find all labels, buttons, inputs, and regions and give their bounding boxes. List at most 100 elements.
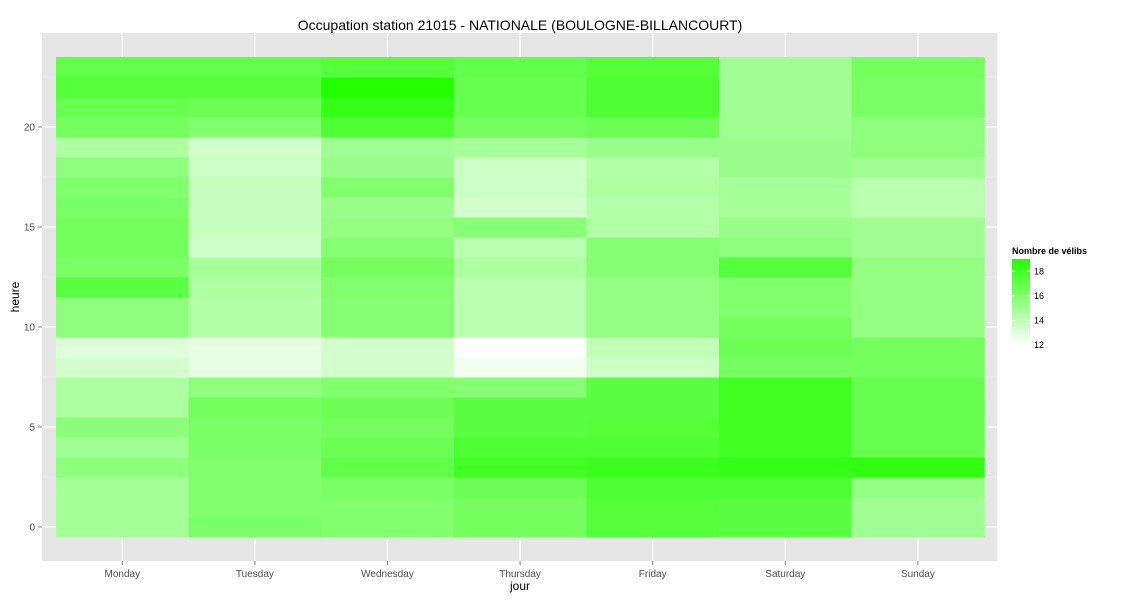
heatmap-cell	[586, 457, 720, 478]
heatmap-cell	[719, 357, 853, 378]
heatmap-cell	[719, 137, 853, 158]
heatmap-cell	[719, 377, 853, 398]
x-tick-label: Thursday	[499, 569, 541, 580]
heatmap-cell	[56, 277, 190, 298]
heatmap-cell	[56, 357, 190, 378]
heatmap-cell	[321, 217, 455, 238]
heatmap-cell	[321, 317, 455, 338]
heatmap-cell	[321, 297, 455, 318]
heatmap-cell	[719, 277, 853, 298]
heatmap-cell	[56, 57, 190, 78]
legend: Nombre de vélibs 12 14 16 18	[1012, 246, 1087, 350]
heatmap-cell	[321, 517, 455, 538]
heatmap-cell	[56, 197, 190, 218]
heatmap-cell	[453, 217, 587, 238]
heatmap-cell	[851, 477, 985, 498]
x-tick-label: Friday	[639, 569, 667, 580]
x-tick-label: Wednesday	[361, 569, 414, 580]
chart-title: Occupation station 21015 - NATIONALE (BO…	[298, 17, 743, 33]
heatmap-cell	[453, 457, 587, 478]
heatmap-cell	[188, 517, 322, 538]
heatmap-cell	[321, 477, 455, 498]
heatmap-cell	[453, 257, 587, 278]
legend-tick-label: 12	[1034, 340, 1044, 350]
x-axis-label: jour	[509, 579, 530, 593]
heatmap-cell	[851, 217, 985, 238]
heatmap-cell	[851, 157, 985, 178]
heatmap-cell	[453, 377, 587, 398]
heatmap-cell	[56, 77, 190, 98]
heatmap-cell	[586, 397, 720, 418]
heatmap-cell	[188, 297, 322, 318]
heatmap-cell	[851, 97, 985, 118]
heatmap-cell	[719, 77, 853, 98]
heatmap-cell	[719, 97, 853, 118]
heatmap-cell	[586, 477, 720, 498]
legend-tick-label: 18	[1034, 266, 1044, 276]
heatmap-cell	[851, 197, 985, 218]
heatmap-cell	[851, 137, 985, 158]
x-tick-label: Tuesday	[236, 569, 274, 580]
heatmap-cell	[56, 257, 190, 278]
heatmap-cell	[851, 117, 985, 138]
heatmap-cell	[586, 217, 720, 238]
heatmap-cell	[56, 217, 190, 238]
heatmap-cell	[851, 337, 985, 358]
heatmap-cell	[56, 237, 190, 258]
heatmap-cell	[188, 77, 322, 98]
heatmap-cell	[56, 317, 190, 338]
heatmap-cell	[719, 497, 853, 518]
heatmap-cell	[453, 397, 587, 418]
heatmap-cell	[56, 337, 190, 358]
heatmap-cell	[719, 237, 853, 258]
heatmap-cell	[321, 497, 455, 518]
heatmap-cell	[586, 437, 720, 458]
heatmap-cell	[851, 517, 985, 538]
heatmap-cell	[851, 457, 985, 478]
heatmap-cell	[56, 157, 190, 178]
heatmap-cell	[851, 357, 985, 378]
y-tick-label: 10	[24, 323, 36, 334]
heatmap-cell	[586, 517, 720, 538]
heatmap-cell	[188, 137, 322, 158]
x-tick-label: Sunday	[901, 569, 935, 580]
heatmap-cell	[851, 317, 985, 338]
heatmap-cell	[56, 417, 190, 438]
heatmap-cell	[453, 77, 587, 98]
heatmap-cell	[56, 117, 190, 138]
heatmap-cell	[586, 97, 720, 118]
heatmap-cell	[321, 457, 455, 478]
heatmap-cell	[453, 157, 587, 178]
heatmap-cell	[321, 397, 455, 418]
heatmap-cell	[188, 397, 322, 418]
heatmap-cell	[188, 257, 322, 278]
heatmap-cell	[321, 417, 455, 438]
heatmap-cell	[188, 277, 322, 298]
heatmap-cell	[56, 477, 190, 498]
heatmap-cell	[719, 117, 853, 138]
heatmap-cell	[719, 317, 853, 338]
heatmap-tiles	[56, 57, 985, 538]
y-axis-label: heure	[8, 281, 22, 312]
heatmap-cell	[719, 457, 853, 478]
heatmap-cell	[56, 517, 190, 538]
heatmap-cell	[453, 477, 587, 498]
heatmap-cell	[586, 197, 720, 218]
heatmap-cell	[321, 97, 455, 118]
heatmap-cell	[188, 437, 322, 458]
heatmap-cell	[321, 197, 455, 218]
heatmap-cell	[453, 497, 587, 518]
heatmap-cell	[188, 157, 322, 178]
heatmap-cell	[321, 337, 455, 358]
heatmap-cell	[851, 77, 985, 98]
heatmap-cell	[453, 197, 587, 218]
heatmap-cell	[321, 437, 455, 458]
heatmap-cell	[586, 357, 720, 378]
heatmap-cell	[851, 277, 985, 298]
heatmap-cell	[719, 477, 853, 498]
heatmap-cell	[719, 157, 853, 178]
heatmap-cell	[851, 377, 985, 398]
heatmap-cell	[453, 57, 587, 78]
heatmap-cell	[453, 137, 587, 158]
